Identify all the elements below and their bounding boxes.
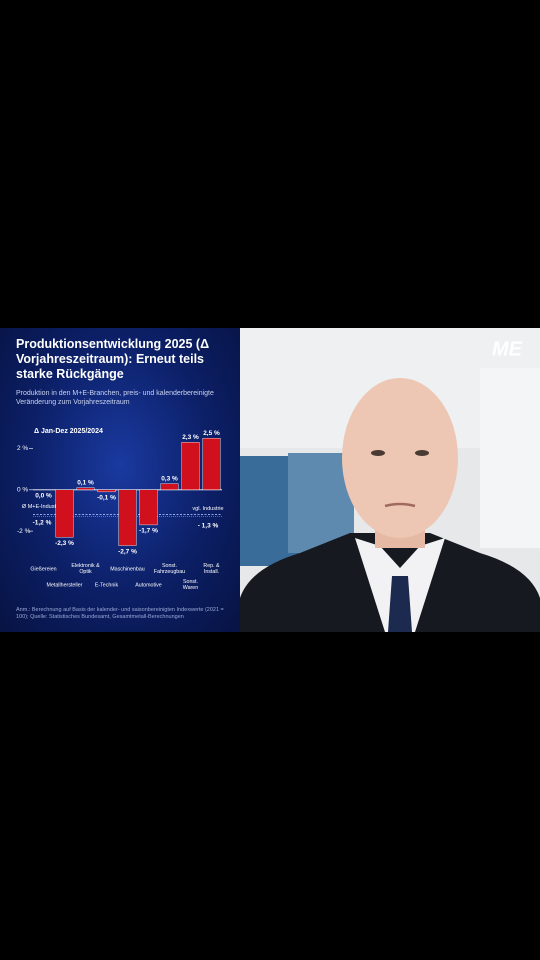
- chart-note: Anm.: Berechnung auf Basis der kalender-…: [16, 607, 224, 620]
- value-label: 0,0 %: [35, 493, 52, 500]
- x-tick-label-line: Optik: [79, 569, 92, 575]
- x-tick-label-line: Sonst.: [162, 563, 177, 569]
- video-frame: Δ Jan-Dez 2025/2024 2 % 0 % -2 % Ø M+E-Indu…: [0, 328, 540, 632]
- reference-label: vgl. Industrie: [192, 506, 223, 512]
- bar: [202, 437, 221, 491]
- bar: [118, 489, 137, 546]
- bar: [55, 489, 74, 538]
- y-tick-label: 0 %: [17, 487, 28, 494]
- chart-subtitle: Produktion in den M+E-Branchen, preis- u…: [16, 390, 214, 406]
- logo: ME: [492, 338, 523, 360]
- speaker-photo: ME: [240, 328, 540, 632]
- chart-title: Produktionsentwicklung 2025 (Δ Vorjahres…: [16, 337, 210, 381]
- mouth: [384, 502, 416, 508]
- x-tick-label: Sonst. Waren: [183, 579, 198, 591]
- x-tick-label: Rep. & Install.: [203, 563, 220, 575]
- y-axis-label: Δ Jan-Dez 2025/2024: [34, 428, 103, 435]
- value-label: 2,3 %: [182, 434, 199, 441]
- x-tick-label-line: Waren: [183, 585, 198, 591]
- value-label: 0,1 %: [77, 479, 94, 486]
- x-tick-label: Elektronik & Optik: [71, 563, 100, 575]
- bar: [181, 442, 200, 491]
- bar: [76, 487, 95, 491]
- bar: [97, 489, 116, 493]
- value-label: 0,3 %: [161, 475, 178, 482]
- flipchart: [480, 368, 540, 548]
- head: [342, 378, 458, 538]
- x-tick-label-line: Rep. &: [203, 563, 220, 569]
- eye: [415, 450, 429, 456]
- value-label: 2,5 %: [203, 430, 220, 437]
- eye: [371, 450, 385, 456]
- reference-value-label: - 1,3 %: [198, 522, 219, 529]
- x-tick-label-line: Fahrzeugbau: [154, 569, 185, 575]
- value-label: -0,1 %: [97, 495, 116, 502]
- value-label: -2,7 %: [118, 548, 137, 555]
- x-tick-label: Metallhersteller: [47, 582, 83, 588]
- x-tick-label: Sonst. Fahrzeugbau: [154, 563, 185, 575]
- x-tick-label-line: Elektronik &: [71, 563, 100, 569]
- bar: [160, 483, 179, 491]
- bar: [139, 489, 158, 526]
- x-tick-label: Automotive: [135, 582, 162, 588]
- y-tick-label: -2 %: [17, 528, 31, 535]
- x-tick-label: E-Technik: [95, 582, 119, 588]
- x-tick-label: Gießereien: [30, 566, 56, 572]
- x-tick-label-line: Install.: [204, 569, 219, 575]
- tie: [388, 576, 412, 632]
- value-label: -2,3 %: [55, 540, 74, 547]
- x-tick-label-line: Sonst.: [183, 579, 198, 585]
- reference-label: Ø M+E-Industrie: [22, 504, 62, 510]
- value-label: -1,7 %: [139, 528, 158, 535]
- x-tick-label: Maschinenbau: [110, 566, 145, 572]
- chart-panel: Δ Jan-Dez 2025/2024 2 % 0 % -2 % Ø M+E-Indu…: [0, 328, 240, 632]
- chart: Δ Jan-Dez 2025/2024 2 % 0 % -2 % Ø M+E-Indu…: [17, 428, 224, 592]
- y-tick-label: 2 %: [17, 445, 28, 452]
- reference-value-label: -1,2 %: [33, 519, 52, 526]
